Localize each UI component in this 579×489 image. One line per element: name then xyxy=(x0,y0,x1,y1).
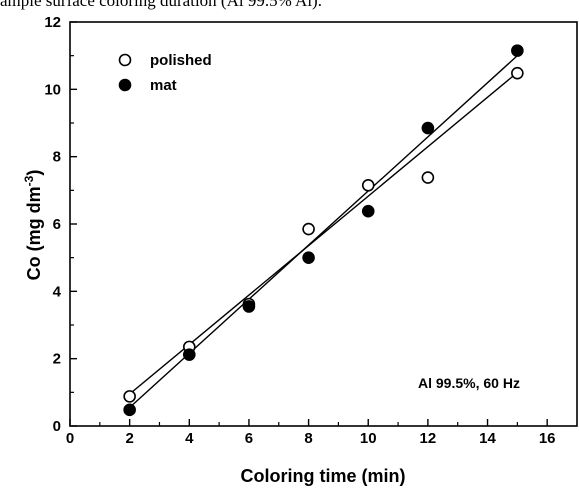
caption-fragment: ample surface coloring duration (Al 99.5… xyxy=(0,0,322,10)
y-axis-title-close: ) xyxy=(24,170,44,176)
y-tick-label: 4 xyxy=(53,283,62,300)
x-tick-label: 16 xyxy=(539,430,556,447)
y-tick-label: 10 xyxy=(44,81,61,98)
x-tick-label: 6 xyxy=(245,430,253,447)
point-polished xyxy=(123,390,136,403)
point-polished xyxy=(361,178,375,192)
fit-line-polished xyxy=(129,71,518,395)
point-polished xyxy=(302,222,315,236)
x-tick-label: 4 xyxy=(185,430,194,447)
condition-annotation: Al 99.5%, 60 Hz xyxy=(418,375,520,391)
point-mat xyxy=(421,121,435,135)
x-tick-label: 0 xyxy=(66,430,74,447)
point-mat xyxy=(123,403,136,417)
y-tick-label: 2 xyxy=(53,351,61,368)
ticks: 0 2 4 6 8 10 12 14 16 0 2 4 6 8 10 12 xyxy=(44,14,555,447)
x-tick-label: 2 xyxy=(125,430,133,447)
legend-marker-polished xyxy=(118,53,132,67)
legend-label-polished: polished xyxy=(150,52,212,69)
point-mat xyxy=(182,348,196,361)
data-points xyxy=(123,44,524,417)
legend: polished mat xyxy=(118,52,212,94)
y-axis-title-superscript: -3 xyxy=(22,175,36,186)
x-tick-label: 12 xyxy=(420,430,437,447)
x-tick-label: 14 xyxy=(479,430,496,447)
y-tick-label: 0 xyxy=(53,418,61,435)
point-polished xyxy=(511,66,524,80)
point-mat xyxy=(361,204,375,218)
point-mat xyxy=(511,44,524,57)
x-tick-label: 8 xyxy=(304,430,312,447)
x-tick-label: 10 xyxy=(360,430,377,447)
y-axis-title-main: Co (mg dm xyxy=(24,186,44,280)
x-axis-title: Coloring time (min) xyxy=(241,466,406,486)
y-axis-title: Co (mg dm-3) xyxy=(22,170,44,281)
point-mat xyxy=(242,300,256,313)
axes xyxy=(69,21,578,427)
point-polished xyxy=(421,171,435,184)
point-mat xyxy=(302,251,315,264)
y-tick-label: 12 xyxy=(44,14,61,31)
legend-label-mat: mat xyxy=(150,77,177,94)
y-tick-label: 6 xyxy=(53,216,61,233)
legend-marker-mat xyxy=(118,78,132,92)
y-tick-label: 8 xyxy=(53,149,61,166)
plot-frame xyxy=(69,21,578,427)
